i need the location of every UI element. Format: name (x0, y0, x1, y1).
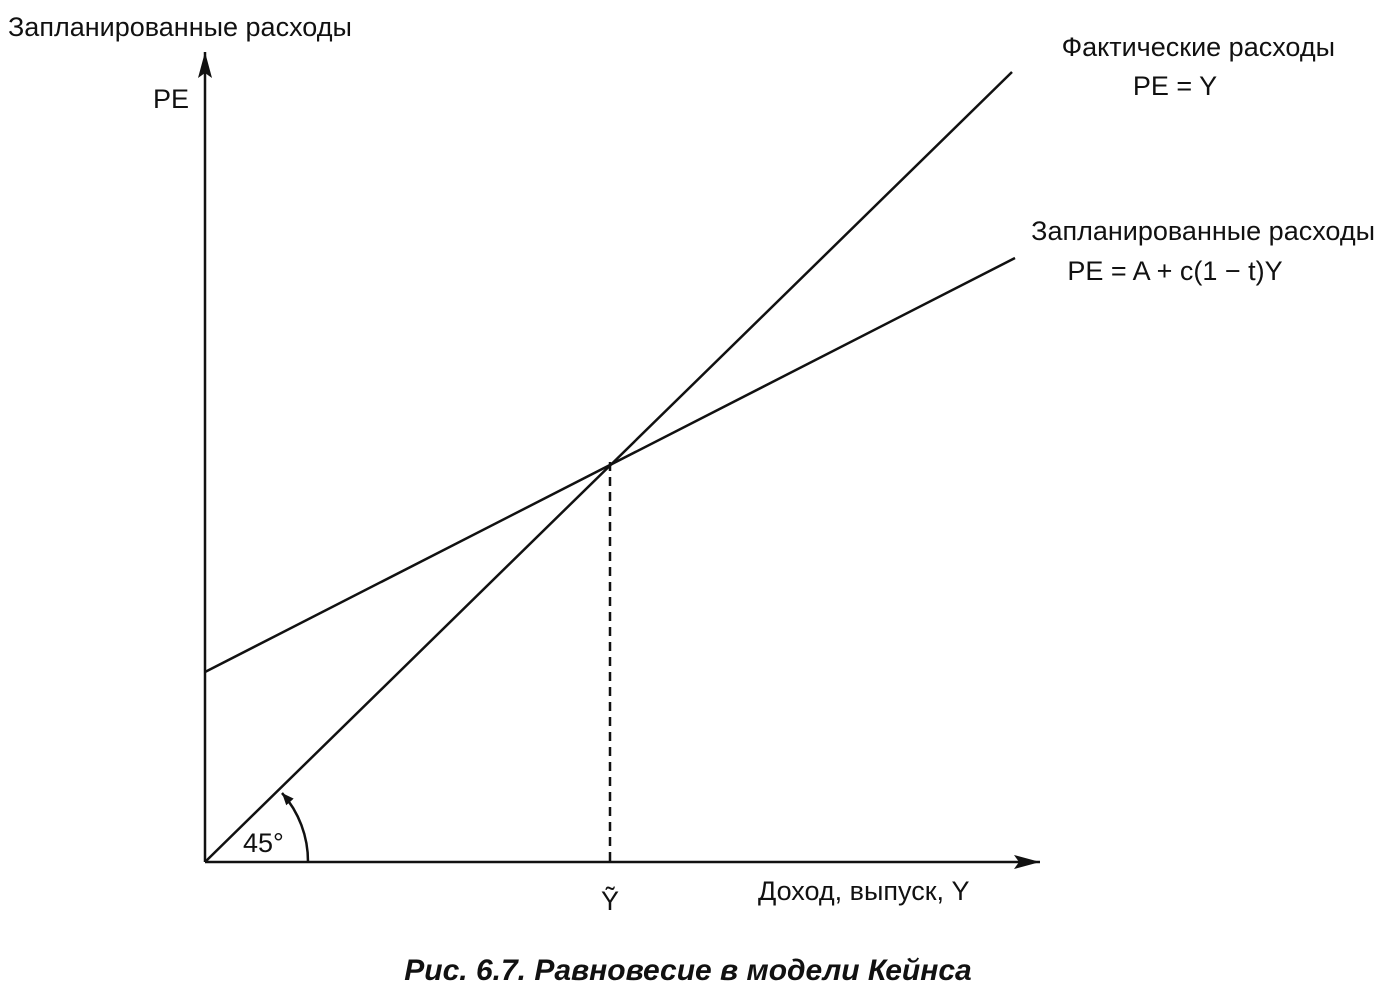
line-formula: PE = Y (1133, 71, 1217, 101)
y-label: PE (153, 84, 189, 114)
line-title: Запланированные расходы (1031, 216, 1375, 246)
line-formula: PE = A + c(1 − t)Y (1067, 256, 1282, 286)
equilibrium-label: Ỹ (601, 885, 619, 916)
angle-arc (281, 792, 310, 863)
caption: Рис. 6.7. Равновесие в модели Кейнса (404, 954, 971, 987)
line-title: Фактические расходы (1062, 32, 1335, 62)
x-label: Доход, выпуск, Y (758, 876, 970, 906)
y-title: Запланированные расходы (8, 12, 352, 42)
angle-label: 45° (243, 828, 284, 858)
